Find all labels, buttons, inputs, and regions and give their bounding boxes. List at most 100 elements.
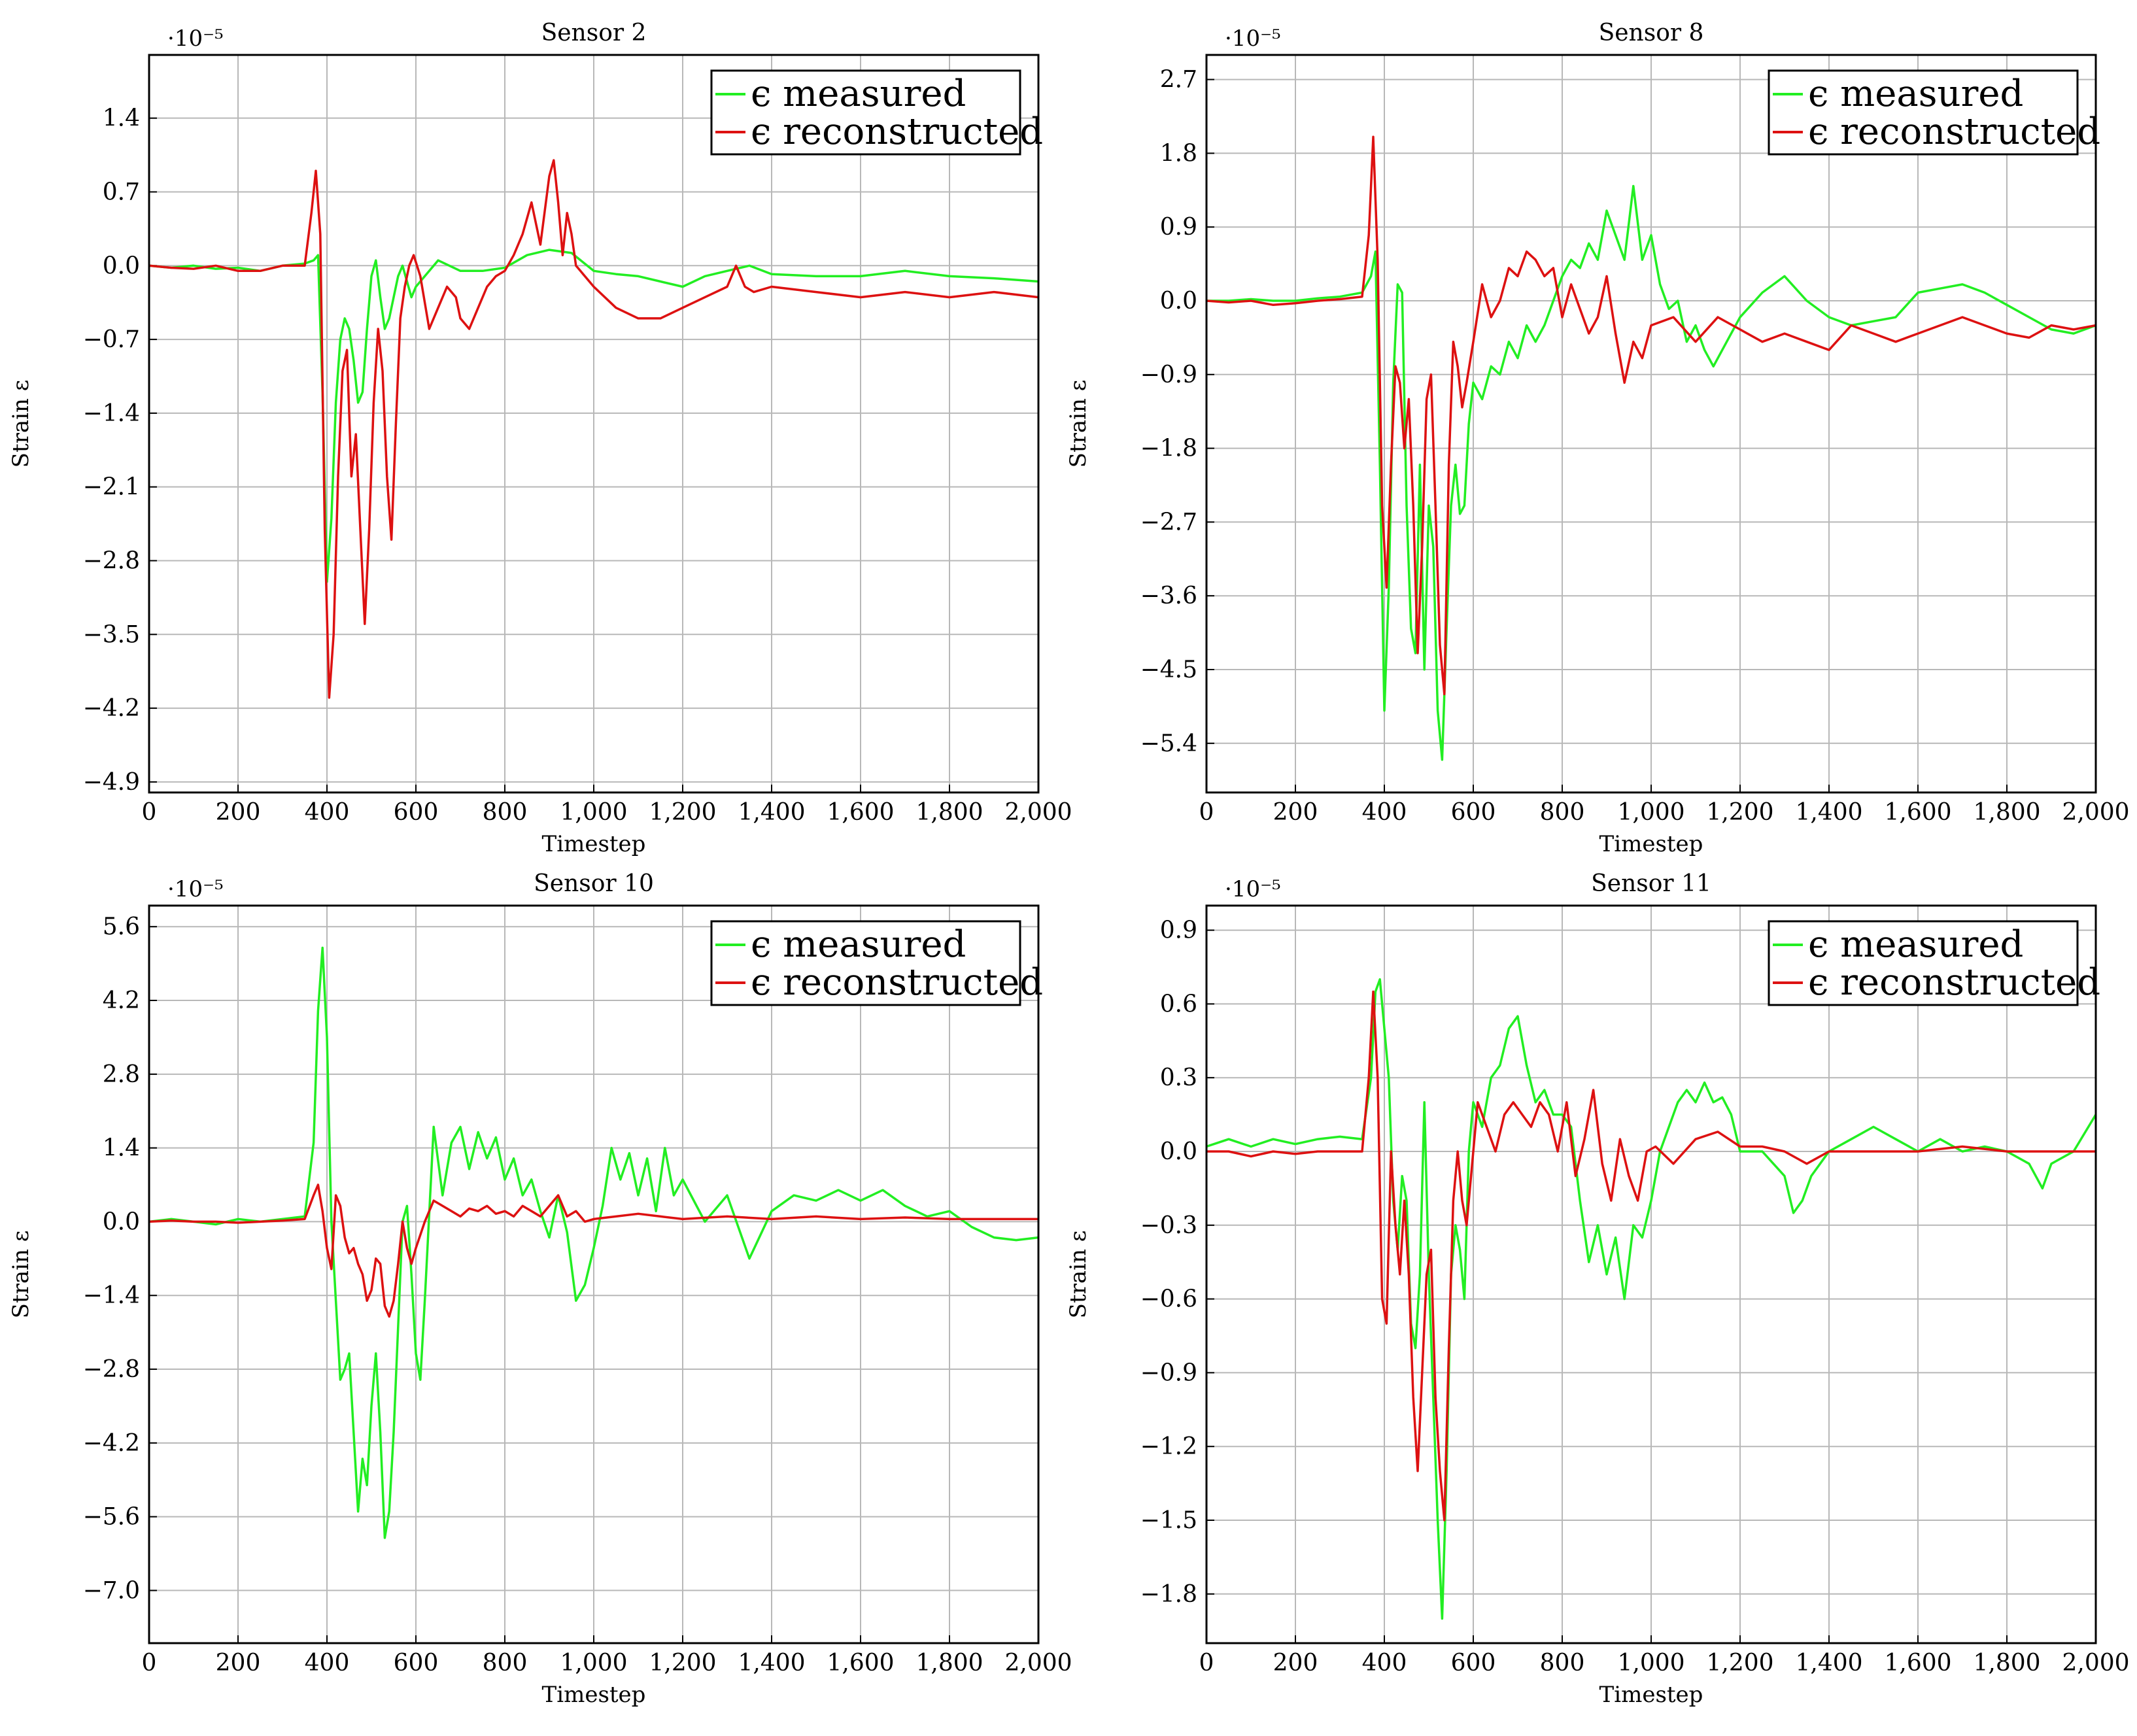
- y-tick-label: −1.2: [1140, 1433, 1197, 1460]
- y-tick-label: −1.8: [1140, 435, 1197, 462]
- x-tick-label: 1,400: [738, 1650, 805, 1676]
- series-line-reconstructed: [1206, 135, 2096, 696]
- y-tick-label: 0.0: [103, 252, 140, 279]
- y-tick-label: 0.3: [1160, 1064, 1197, 1091]
- x-tick-label: 600: [1451, 799, 1496, 826]
- y-tick-label: 0.9: [1160, 214, 1197, 241]
- x-tick-label: 1,200: [1706, 1650, 1773, 1676]
- x-tick-label: 1,000: [1617, 799, 1684, 826]
- x-tick-label: 200: [1273, 799, 1318, 826]
- x-tick-label: 1,600: [1884, 799, 1951, 826]
- x-tick-label: 1,400: [1795, 1650, 1862, 1676]
- x-tick-label: 2,000: [1004, 1650, 1072, 1676]
- series-line-reconstructed: [149, 1183, 1038, 1318]
- y-tick-label: 0.6: [1160, 991, 1197, 1017]
- y-tick-label: −2.8: [83, 547, 140, 574]
- y-tick-label: −5.4: [1140, 730, 1197, 757]
- legend-box: [1768, 920, 2079, 1006]
- legend-box: [1768, 69, 2079, 156]
- series-line-measured: [149, 248, 1038, 583]
- y-tick-label: 1.8: [1160, 140, 1197, 167]
- y-axis-label: Strain ε: [1065, 1231, 1091, 1319]
- x-tick-label: 600: [394, 1650, 439, 1676]
- y-tick-label: 0.0: [1160, 1138, 1197, 1165]
- x-tick-label: 1,200: [649, 799, 716, 826]
- x-tick-label: 1,600: [1884, 1650, 1951, 1676]
- x-tick-label: 0: [1199, 1650, 1214, 1676]
- y-tick-label: −1.8: [1140, 1581, 1197, 1608]
- y-tick-label: −2.7: [1140, 509, 1197, 536]
- y-tick-label: 0.0: [1160, 288, 1197, 315]
- y-tick-label: −4.2: [83, 1430, 140, 1457]
- plot-frame: [148, 904, 1040, 1644]
- x-tick-label: 600: [1451, 1650, 1496, 1676]
- y-tick-label: 0.9: [1160, 917, 1197, 944]
- x-tick-label: 800: [1540, 799, 1585, 826]
- x-tick-label: 600: [394, 799, 439, 826]
- y-tick-label: −2.8: [83, 1356, 140, 1383]
- plot-frame: [1205, 54, 2097, 794]
- y-tick-label: −1.4: [83, 400, 140, 427]
- x-tick-label: 400: [1362, 1650, 1407, 1676]
- x-tick-label: 800: [1540, 1650, 1585, 1676]
- x-tick-label: 0: [142, 1650, 157, 1676]
- plot-frame: [1205, 904, 2097, 1644]
- x-tick-label: 1,800: [915, 1650, 983, 1676]
- y-tick-label: −2.1: [83, 474, 140, 501]
- x-tick-label: 1,000: [1617, 1650, 1684, 1676]
- y-scale-factor: ·10⁻⁵: [167, 876, 224, 902]
- y-scale-factor: ·10⁻⁵: [1225, 876, 1281, 902]
- x-tick-label: 2,000: [2062, 799, 2129, 826]
- x-axis-label: Timestep: [1599, 831, 1703, 857]
- y-scale-factor: ·10⁻⁵: [1225, 26, 1281, 52]
- x-axis-label: Timestep: [542, 1682, 646, 1708]
- x-tick-label: 800: [483, 1650, 528, 1676]
- chart-panel-2: 0 200 400 600 800 1,000 1,200 1,400 1,600 1,800 2,…: [1065, 20, 2130, 857]
- y-tick-label: 4.2: [103, 987, 140, 1014]
- y-tick-label: −1.4: [83, 1282, 140, 1309]
- x-tick-label: 200: [1273, 1650, 1318, 1676]
- y-tick-label: −7.0: [83, 1577, 140, 1604]
- y-tick-label: −0.6: [1140, 1286, 1197, 1313]
- y-tick-label: 2.8: [103, 1061, 140, 1088]
- x-tick-label: 1,000: [560, 799, 627, 826]
- y-tick-label: −0.3: [1140, 1212, 1197, 1239]
- y-tick-label: −3.6: [1140, 583, 1197, 609]
- legend-label-measured: ϵ measured: [751, 73, 966, 115]
- x-tick-label: 1,800: [1973, 799, 2040, 826]
- legend-label-reconstructed: ϵ reconstructed: [1808, 111, 2100, 153]
- plot-frame: [148, 54, 1040, 794]
- y-tick-label: 2.7: [1160, 67, 1197, 94]
- x-tick-label: 1,200: [649, 1650, 716, 1676]
- y-axis-label: Strain ε: [8, 380, 34, 468]
- legend-label-measured: ϵ measured: [1808, 923, 2023, 966]
- x-tick-label: 200: [216, 1650, 261, 1676]
- y-axis-label: Strain ε: [1065, 380, 1091, 468]
- y-tick-label: −4.9: [83, 769, 140, 796]
- chart-panel-4: 0 200 400 600 800 1,000 1,200 1,400 1,600 1,800 2,…: [1065, 870, 2130, 1708]
- x-tick-label: 1,400: [1795, 799, 1862, 826]
- y-tick-label: −4.2: [83, 695, 140, 722]
- chart-panel-1: 0 200 400 600 800 1,000 1,200 1,400 1,600 1,800 2,…: [8, 20, 1072, 857]
- x-axis-label: Timestep: [1599, 1682, 1703, 1708]
- x-tick-label: 800: [483, 799, 528, 826]
- x-tick-label: 0: [142, 799, 157, 826]
- legend-label-reconstructed: ϵ reconstructed: [1808, 961, 2100, 1004]
- y-tick-label: −0.9: [1140, 362, 1197, 388]
- chart-title: Sensor 2: [541, 20, 647, 46]
- series-line-reconstructed: [149, 159, 1038, 699]
- y-tick-label: −0.7: [83, 326, 140, 353]
- y-axis-label: Strain ε: [8, 1231, 34, 1319]
- y-tick-label: −3.5: [83, 621, 140, 648]
- x-tick-label: 2,000: [1004, 799, 1072, 826]
- x-tick-label: 1,000: [560, 1650, 627, 1676]
- y-tick-label: −0.9: [1140, 1359, 1197, 1386]
- y-tick-label: −1.5: [1140, 1507, 1197, 1534]
- y-tick-label: 0.0: [103, 1208, 140, 1235]
- x-tick-label: 200: [216, 799, 261, 826]
- y-tick-label: 1.4: [103, 105, 140, 132]
